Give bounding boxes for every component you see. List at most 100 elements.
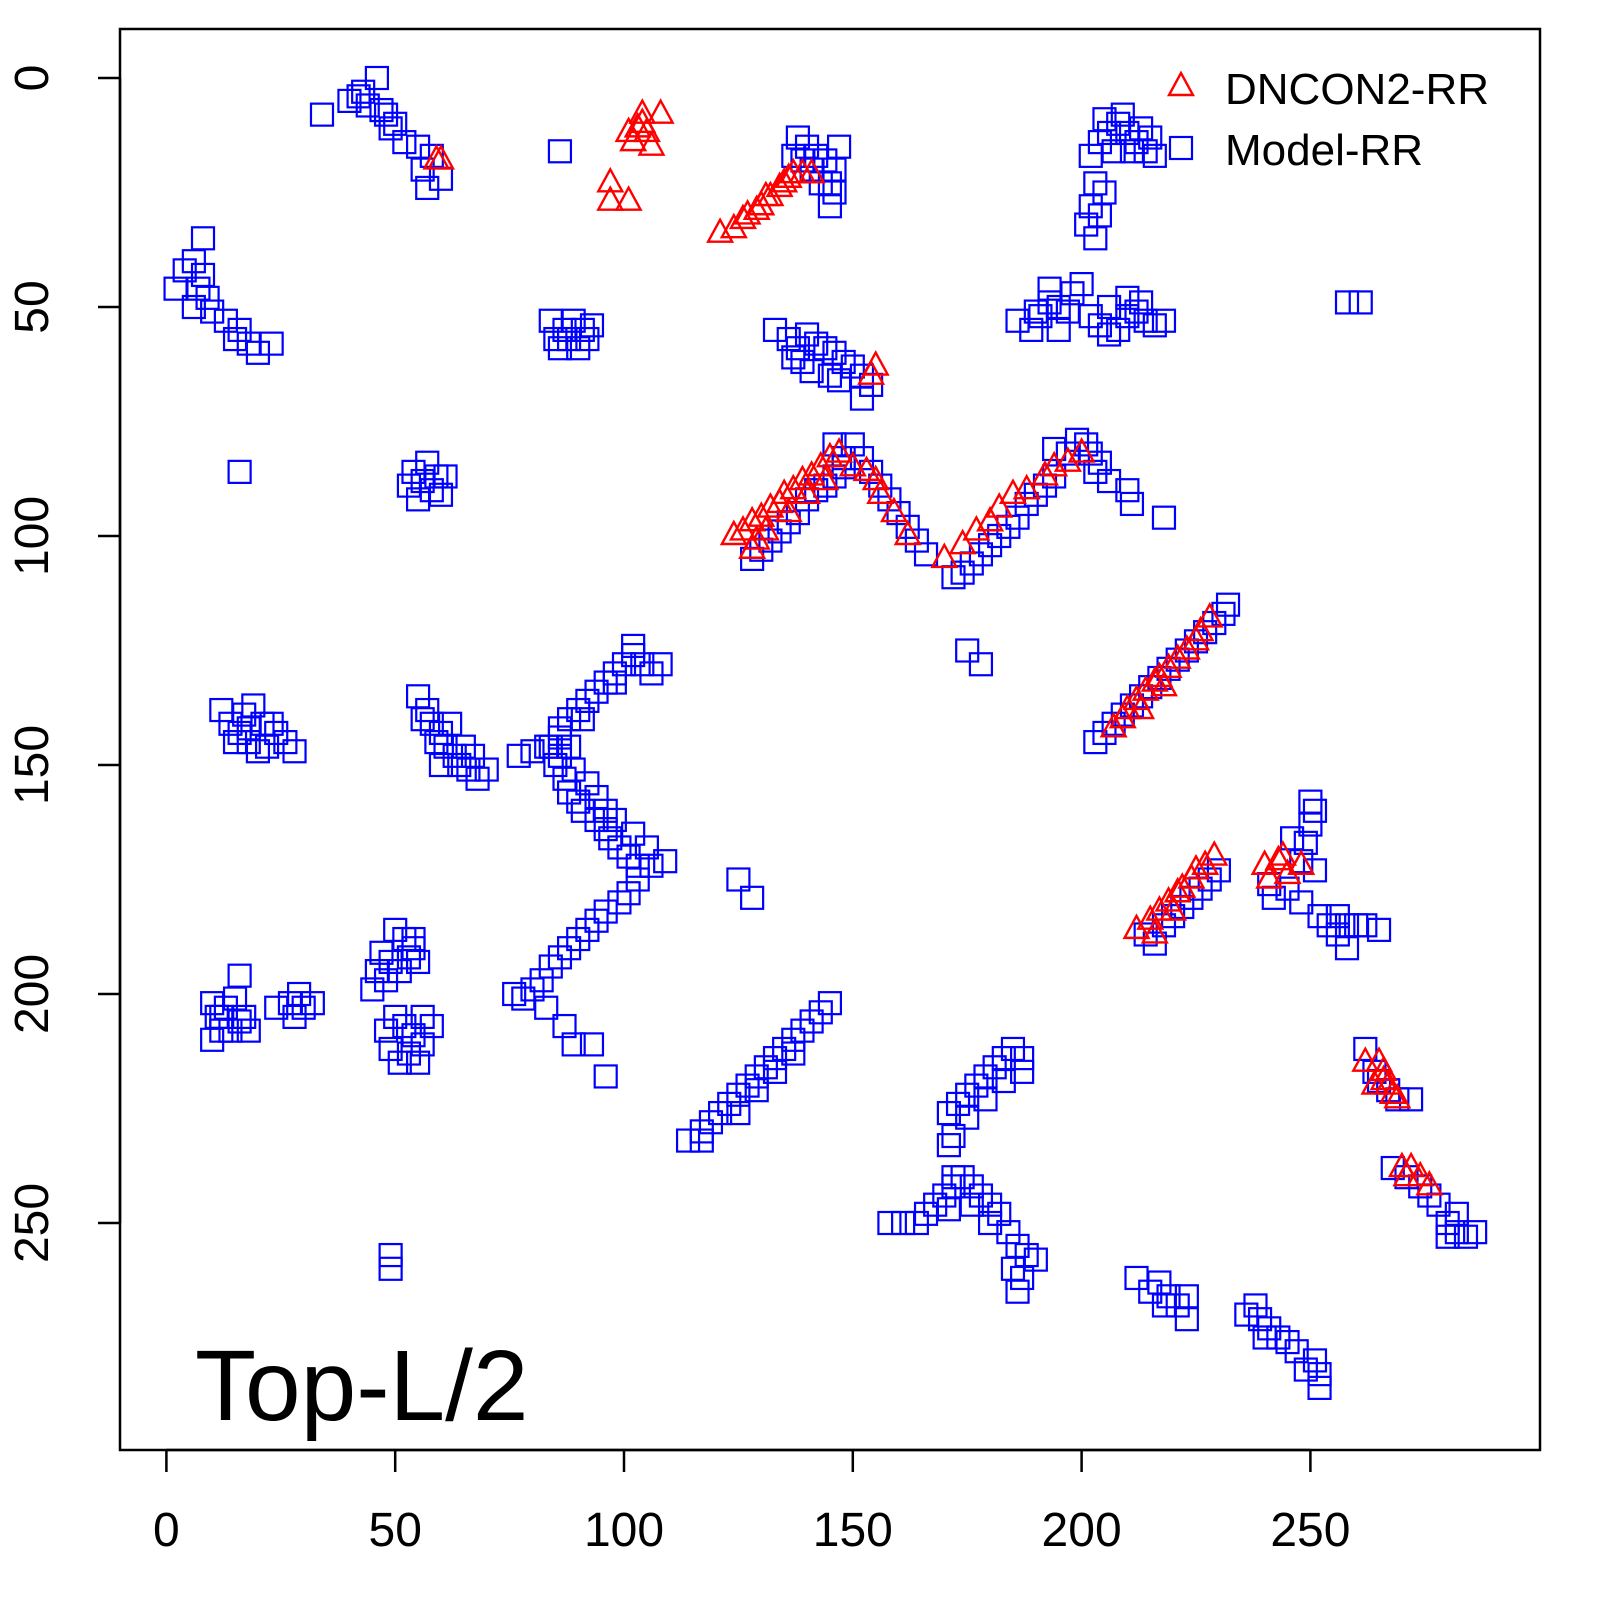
model-rr-point bbox=[282, 1004, 307, 1030]
model-rr-point bbox=[369, 940, 394, 965]
annotation-top-l2: Top-L/2 bbox=[195, 1330, 529, 1442]
dncon2-rr-point bbox=[646, 98, 675, 124]
model-rr-point bbox=[726, 867, 751, 892]
model-rr-point bbox=[405, 134, 431, 159]
model-rr-point bbox=[1119, 139, 1145, 164]
dncon2-rr-point bbox=[962, 514, 991, 541]
dncon2-rr-point bbox=[596, 185, 625, 211]
model-rr-point bbox=[826, 368, 852, 393]
model-rr-point bbox=[410, 1004, 435, 1030]
model-rr-point bbox=[428, 752, 454, 778]
model-rr-point bbox=[1151, 1293, 1177, 1318]
model-rr-point bbox=[1010, 1265, 1035, 1291]
model-rr-point bbox=[1211, 601, 1236, 626]
model-rr-point bbox=[561, 1032, 586, 1057]
y-tick-label: 150 bbox=[6, 725, 59, 805]
model-rr-point bbox=[264, 995, 289, 1020]
model-rr-point bbox=[1348, 290, 1373, 315]
model-rr-point bbox=[1092, 180, 1117, 205]
model-rr-point bbox=[1257, 1316, 1282, 1341]
model-rr-point bbox=[785, 336, 810, 361]
model-rr-point bbox=[351, 79, 376, 104]
model-rr-point bbox=[538, 734, 563, 759]
dncon2-rr-point bbox=[738, 505, 767, 532]
dncon2-rr-point bbox=[1351, 1046, 1380, 1072]
model-rr-point bbox=[566, 336, 591, 361]
model-rr-point bbox=[744, 1078, 769, 1103]
model-rr-point bbox=[973, 1087, 998, 1112]
model-rr-point bbox=[1142, 313, 1167, 338]
model-rr-point bbox=[584, 908, 609, 933]
model-rr-point bbox=[1005, 1279, 1030, 1304]
model-rr-point bbox=[227, 459, 252, 484]
model-rr-point bbox=[616, 881, 641, 906]
x-tick-label: 100 bbox=[584, 1504, 664, 1557]
model-rr-point bbox=[232, 1004, 257, 1030]
model-rr-point bbox=[1074, 212, 1099, 237]
dncon2-rr-point bbox=[614, 185, 643, 211]
model-rr-point bbox=[630, 652, 655, 677]
model-rr-point bbox=[1128, 290, 1154, 315]
model-rr-point bbox=[1215, 592, 1241, 617]
model-rr-point bbox=[396, 1041, 422, 1066]
model-rr-point bbox=[762, 1059, 788, 1084]
model-rr-point bbox=[442, 743, 467, 768]
model-rr-point bbox=[579, 313, 605, 338]
model-rr-point bbox=[1138, 1279, 1163, 1304]
model-rr-point bbox=[337, 88, 362, 114]
model-rr-point bbox=[584, 784, 609, 810]
model-rr-point bbox=[259, 331, 284, 356]
model-rr-point bbox=[428, 720, 454, 746]
model-rr-point bbox=[570, 707, 595, 732]
dncon2-rr-point bbox=[770, 478, 799, 504]
model-rr-point bbox=[625, 853, 650, 878]
model-rr-point bbox=[968, 652, 994, 677]
model-rr-point bbox=[547, 336, 573, 361]
model-rr-point bbox=[277, 991, 303, 1016]
dncon2-rr-point bbox=[1163, 643, 1192, 669]
model-rr-point bbox=[392, 130, 417, 155]
model-rr-point bbox=[236, 729, 261, 755]
model-rr-point bbox=[913, 542, 939, 567]
model-rr-point bbox=[932, 1183, 957, 1208]
model-rr-point bbox=[1289, 890, 1314, 915]
dncon2-rr-point bbox=[1163, 876, 1192, 903]
dncon2-rr-point bbox=[879, 496, 909, 523]
model-rr-point bbox=[415, 175, 440, 201]
model-rr-point bbox=[538, 954, 563, 979]
dncon2-rr-point bbox=[1255, 862, 1284, 889]
model-rr-point bbox=[401, 926, 426, 952]
model-rr-point bbox=[1115, 304, 1140, 329]
model-rr-point bbox=[460, 743, 486, 768]
model-rr-point bbox=[575, 771, 600, 796]
model-rr-point bbox=[552, 766, 577, 791]
dncon2-rr-point bbox=[948, 528, 977, 555]
model-rr-point bbox=[1293, 1357, 1318, 1382]
model-rr-point bbox=[428, 482, 454, 507]
model-rr-point bbox=[1353, 913, 1378, 938]
dncon2-rr-point bbox=[1149, 670, 1178, 697]
dncon2-rr-point bbox=[623, 111, 652, 138]
model-rr-point bbox=[222, 729, 248, 755]
model-rr-point bbox=[364, 958, 389, 984]
model-rr-point bbox=[1019, 317, 1044, 342]
model-rr-point bbox=[977, 1210, 1003, 1236]
model-rr-point bbox=[218, 711, 243, 736]
model-rr-point bbox=[346, 84, 371, 109]
model-rr-point bbox=[584, 679, 609, 704]
model-rr-point bbox=[552, 1013, 577, 1039]
model-rr-point bbox=[1325, 904, 1350, 929]
model-rr-point bbox=[1307, 1375, 1332, 1400]
dncon2-rr-point bbox=[1099, 711, 1128, 738]
model-rr-point bbox=[634, 835, 659, 860]
model-rr-point bbox=[378, 116, 403, 141]
model-rr-point bbox=[1124, 299, 1149, 324]
model-rr-point bbox=[410, 1032, 435, 1057]
model-rr-point bbox=[1078, 194, 1103, 219]
dncon2-rr-point bbox=[1268, 840, 1297, 866]
dncon2-rr-point bbox=[728, 203, 757, 230]
dncon2-rr-point bbox=[815, 441, 844, 468]
dncon2-rr-point bbox=[1053, 446, 1082, 472]
model-rr-point bbox=[355, 93, 380, 118]
